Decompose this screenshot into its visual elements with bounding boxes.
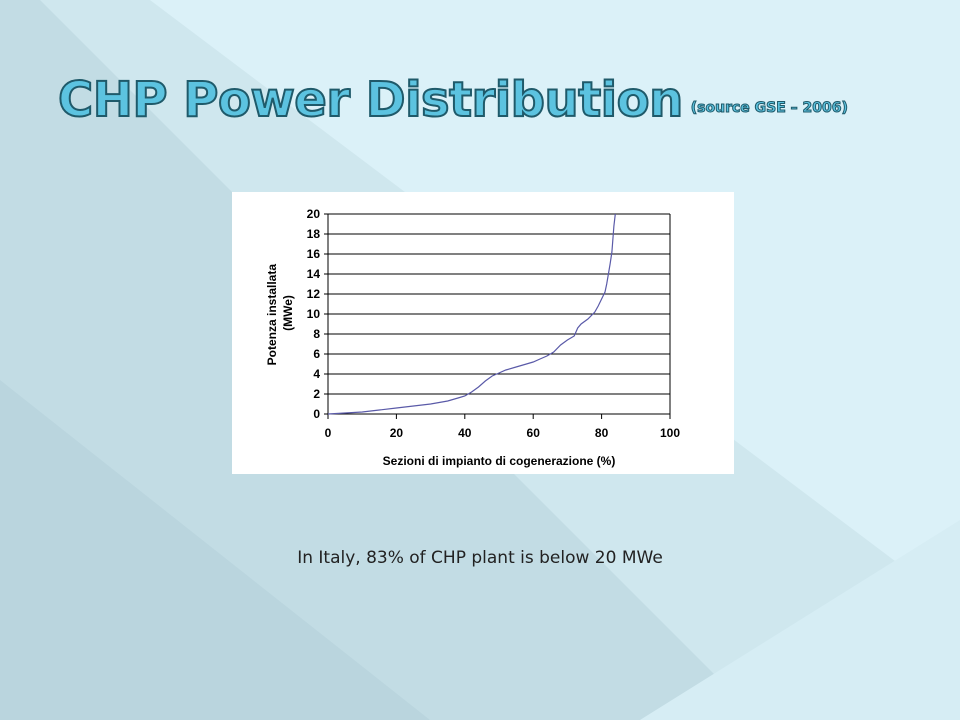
x-tick-label: 100 <box>660 426 680 440</box>
series-layer <box>327 213 616 415</box>
x-tick-label: 40 <box>458 426 472 440</box>
x-tick-label: 80 <box>595 426 609 440</box>
y-tick-label: 2 <box>313 387 320 401</box>
x-tick-label: 20 <box>390 426 404 440</box>
chart-panel: 0 2 4 6 8 10 12 14 16 18 20 0 20 40 60 80 100 Sezioni di… <box>232 192 734 474</box>
y-axis-label-line2: (MWe) <box>281 295 295 331</box>
y-tick-label: 12 <box>307 287 321 301</box>
line-chart: 0 2 4 6 8 10 12 14 16 18 20 0 20 40 60 80 100 Sezioni di… <box>265 207 681 468</box>
y-tick-label: 14 <box>307 267 321 281</box>
axis-layer <box>324 213 671 419</box>
slide-title-main: CHP Power Distribution <box>57 71 684 129</box>
x-tick-label: 60 <box>527 426 541 440</box>
y-tick-label: 6 <box>313 347 320 361</box>
y-tick-label: 16 <box>307 247 321 261</box>
tick-layer: 0 2 4 6 8 10 12 14 16 18 20 0 20 40 60 80 100 <box>307 207 681 440</box>
y-tick-label: 0 <box>313 407 320 421</box>
y-tick-label: 8 <box>313 327 320 341</box>
y-axis-label-line1: Potenza installata <box>265 264 279 366</box>
x-tick-label: 0 <box>325 426 332 440</box>
series-line <box>327 213 616 415</box>
y-tick-label: 10 <box>307 307 321 321</box>
y-tick-label: 18 <box>307 227 321 241</box>
y-tick-label: 4 <box>313 367 320 381</box>
y-axis-label: Potenza installata (MWe) <box>265 261 295 366</box>
slide-caption: In Italy, 83% of CHP plant is below 20 M… <box>297 548 663 568</box>
slide-title: CHP Power Distribution (source GSE – 2006… <box>57 71 848 129</box>
x-axis-label: Sezioni di impianto di cogenerazione (%) <box>383 454 616 468</box>
grid-layer <box>328 213 670 415</box>
slide-title-subtitle: (source GSE – 2006) <box>690 100 848 117</box>
y-tick-label: 20 <box>307 207 321 221</box>
